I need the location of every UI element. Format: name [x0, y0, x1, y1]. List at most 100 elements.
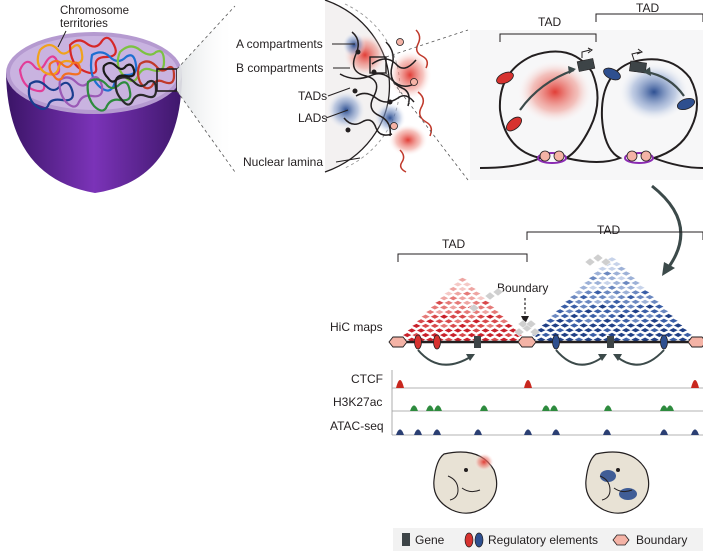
hic-cell [625, 332, 637, 338]
hic-cell [461, 327, 473, 334]
hic-cell [663, 313, 674, 319]
hic-cell [639, 299, 651, 305]
hic-cell [583, 299, 594, 305]
hic-cell [452, 300, 464, 306]
hic-cell [438, 332, 450, 338]
hic-cell [448, 314, 459, 320]
hic-cell [587, 275, 599, 281]
hic-cell [644, 303, 656, 310]
ctcf-boundaries [539, 150, 652, 162]
hic-cell [653, 303, 665, 310]
hic-cell [457, 295, 468, 301]
hic-cell [448, 295, 459, 301]
hic-cell [668, 318, 679, 324]
hic-cell [635, 313, 646, 319]
label-chromosome-territories-2: territories [60, 18, 108, 30]
hic-cell [672, 322, 684, 329]
hic-cell [587, 303, 599, 310]
hic-cell [616, 266, 627, 272]
hic-cell [616, 313, 627, 319]
hic-cell [592, 280, 604, 286]
hic-cell [568, 322, 580, 329]
hic-cell [583, 308, 594, 314]
hic-cell [649, 299, 660, 305]
hic-grey-cell [513, 327, 525, 337]
legend-boundary-icon [612, 534, 630, 546]
hic-cell [616, 303, 627, 310]
hic-cell [658, 308, 670, 314]
hic-cell [554, 318, 566, 324]
hic-cell [573, 318, 585, 324]
hic-cell [494, 323, 505, 329]
hic-cell [452, 309, 464, 315]
hic-cell [489, 309, 500, 315]
track-label-ctcf: CTCF [351, 372, 383, 386]
flow-arrow [651, 184, 683, 269]
hic-cell [583, 289, 594, 296]
hic-cell [597, 275, 608, 281]
hic-cell [611, 299, 623, 305]
hic-cell [466, 295, 477, 301]
hic-cell [616, 275, 627, 281]
track-peak [666, 405, 674, 411]
hic-cell [616, 285, 627, 291]
hic-cell [484, 332, 496, 338]
hic-cell [597, 332, 608, 338]
regulatory-elements-blue [603, 67, 696, 111]
track-peak [660, 405, 668, 411]
hic-cell [592, 327, 604, 333]
track-peak [396, 429, 404, 435]
zoom-cone [177, 6, 235, 172]
hic-cell [443, 309, 454, 315]
hic-cell [461, 318, 473, 324]
hic-cell [568, 313, 580, 319]
hic-cell [475, 314, 487, 320]
hic-cell [425, 318, 436, 324]
hic-cell [420, 332, 431, 338]
track-peak [410, 405, 418, 411]
hic-cell [498, 327, 510, 334]
hic-cell [597, 294, 608, 300]
hic-cell [448, 332, 459, 338]
hic-cell [644, 322, 656, 329]
hic-cell [545, 318, 556, 324]
hic-cell [443, 318, 454, 324]
hic-map-red-triangle [397, 277, 528, 343]
hic-cell [425, 309, 436, 315]
hic-cell [535, 327, 547, 333]
hic-cell [578, 294, 589, 300]
hic-cell [457, 314, 468, 320]
hic-cell [606, 266, 618, 272]
tad-bracket-left [499, 33, 597, 42]
label-b-compartments: B compartments [236, 61, 323, 75]
hic-cell [630, 308, 641, 314]
hic-cell [620, 280, 632, 286]
track-peak [660, 429, 668, 435]
hic-cell [606, 256, 618, 263]
hic-cell [597, 285, 608, 291]
hic-cell [420, 323, 431, 329]
hic-cell [625, 303, 637, 310]
embryo-left [433, 451, 498, 514]
hic-cell [494, 332, 505, 338]
hic-cell [480, 300, 491, 306]
hic-cell [616, 322, 627, 329]
hic-cell [554, 327, 566, 333]
hic-cell [649, 327, 660, 333]
hic-cell [611, 327, 623, 333]
hic-grey-cell [529, 327, 541, 337]
hic-cell [592, 270, 604, 277]
hic-cell [471, 318, 482, 324]
hic-cell [503, 323, 514, 329]
hic-cell [425, 327, 436, 334]
hic-cell [466, 286, 477, 292]
track-peak [474, 429, 482, 435]
hic-cell [573, 327, 585, 333]
hic-cell [630, 289, 641, 296]
hic-cell [559, 313, 571, 319]
regulatory-elements-red [496, 71, 523, 132]
hic-cell [461, 309, 473, 315]
hic-cell [438, 323, 450, 329]
hic-cell [625, 313, 637, 319]
